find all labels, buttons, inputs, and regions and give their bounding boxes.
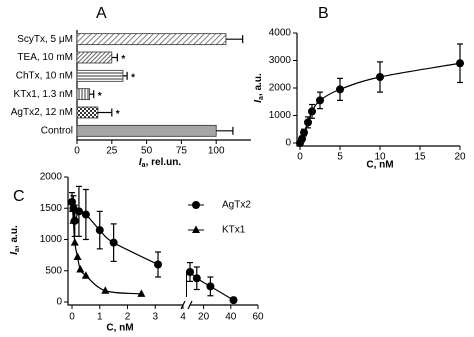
y-tick-label: 0 — [56, 297, 62, 308]
error-bar — [111, 53, 118, 62]
significance: * — [131, 72, 135, 83]
point — [300, 128, 308, 137]
x-tick-label: 0 — [74, 146, 80, 157]
panel-label: C — [13, 188, 25, 205]
point — [304, 118, 312, 127]
x-tick-label: 0 — [69, 312, 75, 323]
y-tick-label: 500 — [45, 265, 62, 276]
point — [81, 271, 90, 279]
label-unit: , a.u. — [253, 73, 264, 96]
error-bar — [216, 126, 234, 135]
point — [298, 134, 306, 143]
legend-label: AgTx2 — [222, 200, 251, 211]
bar — [76, 124, 217, 137]
x-tick-label: 2 — [125, 312, 131, 323]
point — [69, 216, 78, 224]
label-symbol: I — [139, 157, 142, 168]
point — [192, 274, 201, 283]
category-label: AgTx2, 12 nM — [11, 107, 73, 118]
axis — [76, 30, 251, 141]
legend-label: KTx1 — [222, 225, 246, 236]
label-subscript: a — [258, 96, 265, 100]
y-tick-label: 2000 — [40, 172, 63, 183]
point — [229, 296, 238, 305]
label-unit: , rel.un. — [146, 157, 182, 168]
bar — [76, 33, 227, 46]
y-tick-label: 4000 — [269, 28, 292, 39]
significance: * — [98, 91, 102, 102]
axis-label: Ia, a.u. — [9, 225, 21, 255]
category-label: TEA, 10 mM — [17, 52, 73, 63]
category-label: Control — [41, 125, 73, 136]
axis-label: Ia, a.u. — [253, 73, 265, 103]
axis — [296, 33, 460, 147]
axis — [67, 177, 183, 306]
point — [74, 207, 83, 216]
x-tick-label: 100 — [208, 146, 225, 157]
error-bar — [122, 71, 128, 80]
point — [206, 282, 215, 291]
x-tick-label: 50 — [141, 146, 153, 157]
axis-label: Ia, rel.un. — [139, 157, 181, 169]
error-bar — [97, 108, 113, 117]
x-tick-label: 1 — [97, 312, 103, 323]
category-label: KTx1, 1.3 nM — [14, 89, 73, 100]
legend-marker — [192, 225, 200, 233]
x-tick-label: 25 — [106, 146, 118, 157]
point — [376, 73, 384, 81]
point — [308, 107, 316, 116]
y-tick-label: 1000 — [40, 234, 63, 245]
x-tick-label: 75 — [176, 146, 188, 157]
axis-label: C, nM — [366, 160, 393, 171]
point — [68, 197, 76, 205]
panel-label: A — [96, 5, 107, 22]
error-bar — [89, 90, 95, 99]
y-tick-label: 1000 — [269, 110, 292, 121]
axis-label: C, nM — [106, 323, 133, 334]
x-tick-label: 4 — [180, 312, 186, 323]
bar — [76, 88, 90, 101]
x-tick-label: 3 — [152, 312, 158, 323]
x-tick-label: 40 — [225, 312, 237, 323]
point — [109, 238, 118, 247]
point — [137, 289, 146, 297]
category-label: ScyTx, 5 μM — [17, 34, 73, 45]
x-tick-label: 60 — [252, 312, 264, 323]
point — [73, 252, 82, 260]
label-subscript: a — [142, 162, 146, 169]
bar — [76, 106, 99, 119]
x-tick-label: 15 — [414, 152, 426, 163]
x-tick-label: 5 — [337, 152, 343, 163]
error-bar — [225, 35, 244, 44]
significance: * — [121, 54, 125, 65]
point — [101, 286, 110, 294]
y-tick-label: 1500 — [40, 203, 63, 214]
x-tick-label: 10 — [374, 152, 386, 163]
label-symbol: I — [9, 252, 20, 255]
significance: * — [116, 109, 120, 120]
y-tick-label: 3000 — [269, 55, 292, 66]
point — [316, 96, 324, 105]
point — [81, 210, 90, 219]
label-subscript: a — [14, 248, 21, 252]
x-tick-label: 20 — [454, 152, 466, 163]
bar — [76, 69, 124, 82]
y-tick-label: 0 — [285, 138, 291, 149]
point — [95, 226, 104, 235]
label-symbol: I — [253, 100, 264, 103]
point — [186, 268, 194, 276]
point — [70, 238, 79, 246]
point — [154, 260, 163, 269]
panel-label: B — [318, 5, 329, 22]
x-tick-label: 0 — [297, 152, 303, 163]
point — [456, 59, 464, 68]
point — [336, 85, 344, 94]
point — [76, 265, 85, 273]
category-label: ChTx, 10 nM — [16, 70, 73, 81]
label-unit: , a.u. — [9, 225, 20, 248]
bar — [76, 51, 113, 64]
y-tick-label: 2000 — [269, 83, 292, 94]
x-tick-label: 20 — [198, 312, 210, 323]
